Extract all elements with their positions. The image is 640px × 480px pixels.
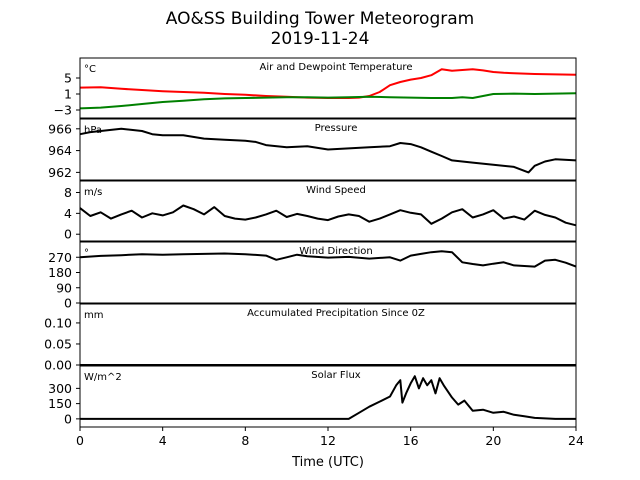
x-tick-label-1: 4	[159, 433, 167, 448]
y-tick-label-wind_direction-0: 0	[64, 296, 72, 311]
panel-frame-precip	[79, 303, 577, 366]
panel-title-solar: Solar Flux	[311, 370, 361, 381]
y-tick-label-pressure-1: 964	[48, 143, 72, 158]
series-line-pressure-0	[79, 127, 577, 174]
panel-frame-wind_speed	[79, 180, 577, 242]
unit-label-solar: W/m^2	[84, 372, 122, 383]
panel-pressure: 962 964 966 hPa Pressure	[48, 118, 577, 181]
figure-title-line1: AO&SS Building Tower Meteorogram	[166, 9, 474, 29]
series-line-temp-1	[79, 92, 577, 110]
y-tick-label-pressure-0: 962	[48, 165, 72, 180]
series-line-temp-0	[79, 68, 577, 99]
y-tick-label-precip-1: 0.05	[44, 336, 72, 351]
unit-label-pressure: hPa	[84, 125, 102, 136]
x-axis-label: Time (UTC)	[291, 455, 364, 470]
y-tick-label-solar-0: 0	[64, 411, 72, 426]
chart-panels: −315 °C Air and Dewpoint Temperature 962 964…	[44, 57, 584, 448]
x-tick-label-6: 24	[568, 433, 584, 448]
panel-title-precip: Accumulated Precipitation Since 0Z	[247, 308, 425, 319]
unit-label-precip: mm	[84, 310, 103, 321]
y-tick-label-wind_direction-3: 270	[48, 250, 72, 265]
y-tick-label-solar-1: 150	[48, 396, 72, 411]
y-tick-label-temp-1: 1	[64, 87, 72, 102]
x-tick-label-4: 16	[403, 433, 419, 448]
series-line-wind_direction-0	[79, 250, 577, 268]
panel-frame-pressure	[79, 118, 577, 181]
series-line-solar-0	[80, 375, 576, 420]
y-tick-label-wind_speed-1: 4	[64, 206, 72, 221]
y-tick-label-precip-2: 0.10	[44, 315, 72, 330]
y-tick-label-temp-2: 5	[64, 71, 72, 86]
x-tick-label-0: 0	[76, 433, 84, 448]
y-tick-label-wind_direction-2: 180	[48, 265, 72, 280]
panel-precip: 0.00 0.05 0.10 mm Accumulated Precipitation …	[44, 303, 577, 373]
panel-title-pressure: Pressure	[315, 123, 358, 134]
figure-title-line2: 2019-11-24	[271, 29, 370, 49]
x-tick-label-5: 20	[485, 433, 501, 448]
unit-label-temp: °C	[84, 64, 96, 75]
y-tick-label-wind_speed-0: 0	[64, 227, 72, 242]
y-tick-label-solar-2: 300	[48, 381, 72, 396]
unit-label-wind_direction: °	[84, 248, 89, 259]
panel-title-wind_speed: Wind Speed	[306, 185, 366, 196]
x-tick-label-3: 12	[320, 433, 336, 448]
panel-wind_speed: 0 4 8 m/s Wind Speed	[64, 180, 577, 242]
series-line-wind_speed-0	[79, 204, 577, 227]
y-tick-label-wind_speed-2: 8	[64, 185, 72, 200]
x-tick-label-2: 8	[241, 433, 249, 448]
y-tick-label-temp-0: −3	[54, 103, 72, 118]
y-tick-label-pressure-2: 966	[48, 121, 72, 136]
unit-label-wind_speed: m/s	[84, 187, 102, 198]
y-tick-label-precip-0: 0.00	[44, 358, 72, 373]
panel-title-wind_direction: Wind Direction	[299, 246, 373, 257]
panel-temp: −315 °C Air and Dewpoint Temperature	[54, 57, 577, 119]
panel-frame-temp	[79, 57, 577, 119]
panel-title-temp: Air and Dewpoint Temperature	[260, 62, 413, 73]
y-tick-label-wind_direction-1: 90	[56, 280, 72, 295]
